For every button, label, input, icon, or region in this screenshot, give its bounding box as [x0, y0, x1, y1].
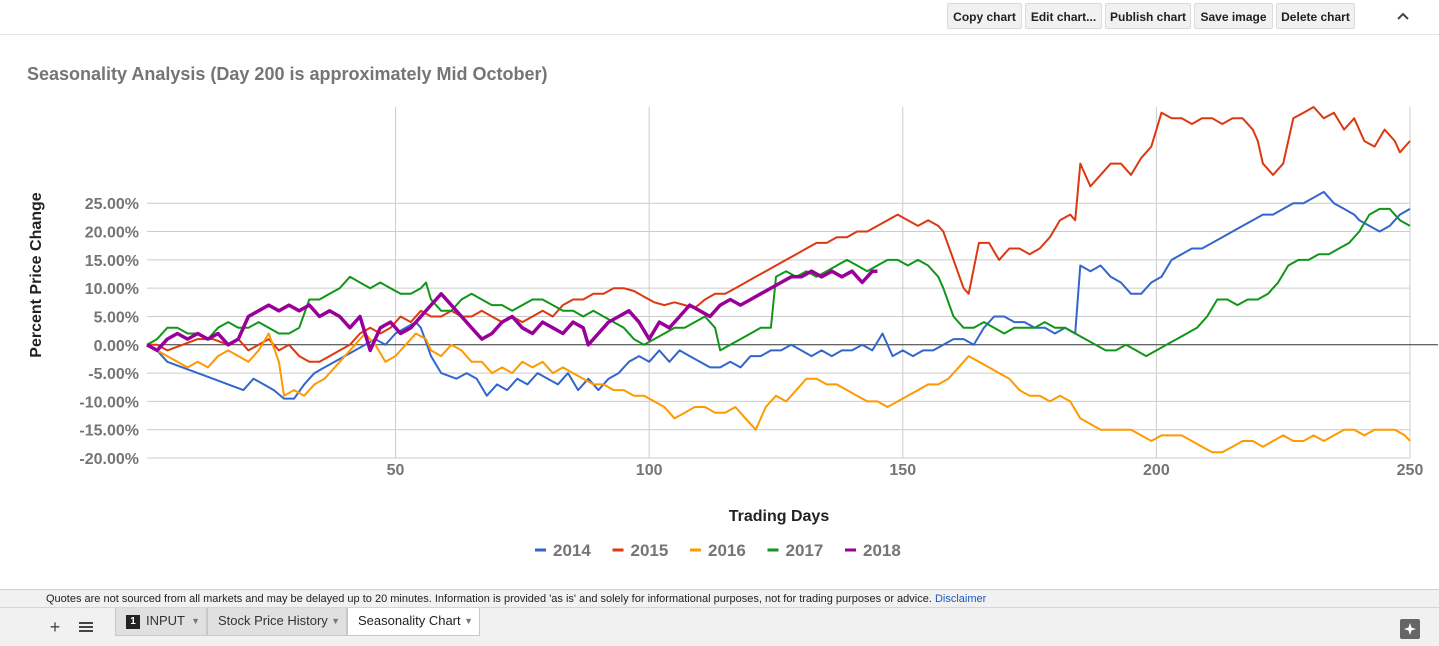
dropdown-arrow-icon[interactable]: ▼	[331, 616, 340, 626]
x-tick-label: 200	[1143, 462, 1170, 479]
dropdown-arrow-icon[interactable]: ▼	[191, 616, 200, 626]
y-tick-label: 0.00%	[94, 338, 139, 355]
y-tick-label: 10.00%	[85, 281, 139, 298]
sheet-badge: 1	[126, 615, 140, 629]
y-tick-label: -5.00%	[88, 366, 139, 383]
series-line-2017	[146, 207, 1411, 358]
disclaimer-bar: Quotes are not sourced from all markets …	[0, 589, 1439, 607]
y-tick-label: 20.00%	[85, 225, 139, 242]
x-tick-label: 100	[636, 462, 663, 479]
publish-chart-button[interactable]: Publish chart	[1105, 3, 1191, 29]
tab-label: Stock Price History	[218, 613, 328, 628]
x-tick-label: 250	[1397, 462, 1424, 479]
chart: Seasonality Analysis (Day 200 is approxi…	[0, 35, 1439, 588]
series-line-2018	[146, 269, 878, 353]
series-line-2015	[147, 106, 1411, 363]
y-tick-label: 25.00%	[85, 196, 139, 213]
tab-input[interactable]: 1 INPUT ▼	[115, 608, 207, 636]
x-axis-title: Trading Days	[729, 508, 830, 525]
legend-label: 2018	[863, 541, 901, 560]
disclaimer-text: Quotes are not sourced from all markets …	[46, 593, 932, 605]
legend-label: 2015	[631, 541, 669, 560]
legend-label: 2017	[786, 541, 824, 560]
y-tick-label: -20.00%	[79, 451, 139, 468]
y-tick-label: 5.00%	[94, 309, 139, 326]
add-sheet-icon[interactable]: +	[49, 617, 61, 637]
dropdown-arrow-icon[interactable]: ▼	[464, 616, 473, 626]
y-axis-title: Percent Price Change	[28, 192, 45, 358]
series-line-2014	[146, 190, 1411, 400]
y-tick-label: 15.00%	[85, 253, 139, 270]
chevron-up-icon[interactable]	[1392, 6, 1414, 28]
tab-stock-price-history[interactable]: Stock Price History ▼	[207, 608, 347, 636]
tab-label: INPUT	[146, 613, 185, 628]
legend-label: 2016	[708, 541, 746, 560]
tab-seasonality-chart[interactable]: Seasonality Chart ▼	[347, 608, 480, 636]
chart-toolbar: Copy chart Edit chart... Publish chart S…	[0, 0, 1439, 35]
y-tick-label: -10.00%	[79, 394, 139, 411]
x-tick-label: 150	[889, 462, 916, 479]
chart-title: Seasonality Analysis (Day 200 is approxi…	[27, 64, 548, 84]
tab-label: Seasonality Chart	[358, 613, 461, 628]
explore-icon[interactable]	[1400, 619, 1420, 639]
all-sheets-menu-icon[interactable]	[75, 616, 97, 638]
series-line-2016	[146, 332, 1411, 454]
x-tick-label: 50	[387, 462, 405, 479]
delete-chart-button[interactable]: Delete chart	[1276, 3, 1355, 29]
legend-label: 2014	[553, 541, 591, 560]
save-image-button[interactable]: Save image	[1194, 3, 1273, 29]
line-chart: Seasonality Analysis (Day 200 is approxi…	[27, 64, 1438, 560]
y-tick-label: -15.00%	[79, 423, 139, 440]
edit-chart-button[interactable]: Edit chart...	[1025, 3, 1102, 29]
copy-chart-button[interactable]: Copy chart	[947, 3, 1022, 29]
sheet-tab-bar: + 1 INPUT ▼ Stock Price History ▼ Seasona…	[0, 607, 1439, 646]
disclaimer-link[interactable]: Disclaimer	[934, 593, 987, 605]
